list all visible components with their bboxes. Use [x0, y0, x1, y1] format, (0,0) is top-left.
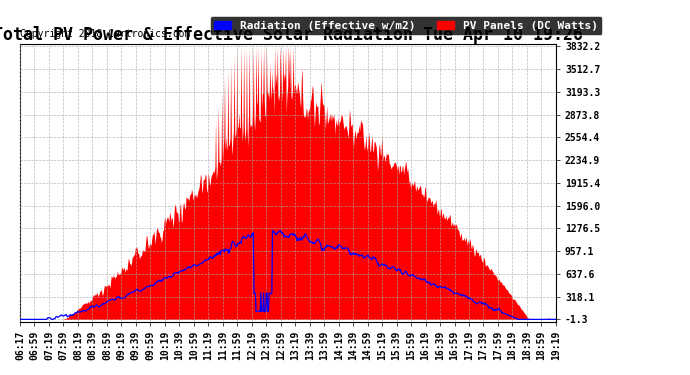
Legend: Radiation (Effective w/m2), PV Panels (DC Watts): Radiation (Effective w/m2), PV Panels (D…	[210, 16, 602, 35]
Title: Total PV Power & Effective Solar Radiation Tue Apr 10 19:26: Total PV Power & Effective Solar Radiati…	[0, 25, 583, 44]
Text: Copyright 2018 Cartronics.com: Copyright 2018 Cartronics.com	[20, 28, 190, 39]
